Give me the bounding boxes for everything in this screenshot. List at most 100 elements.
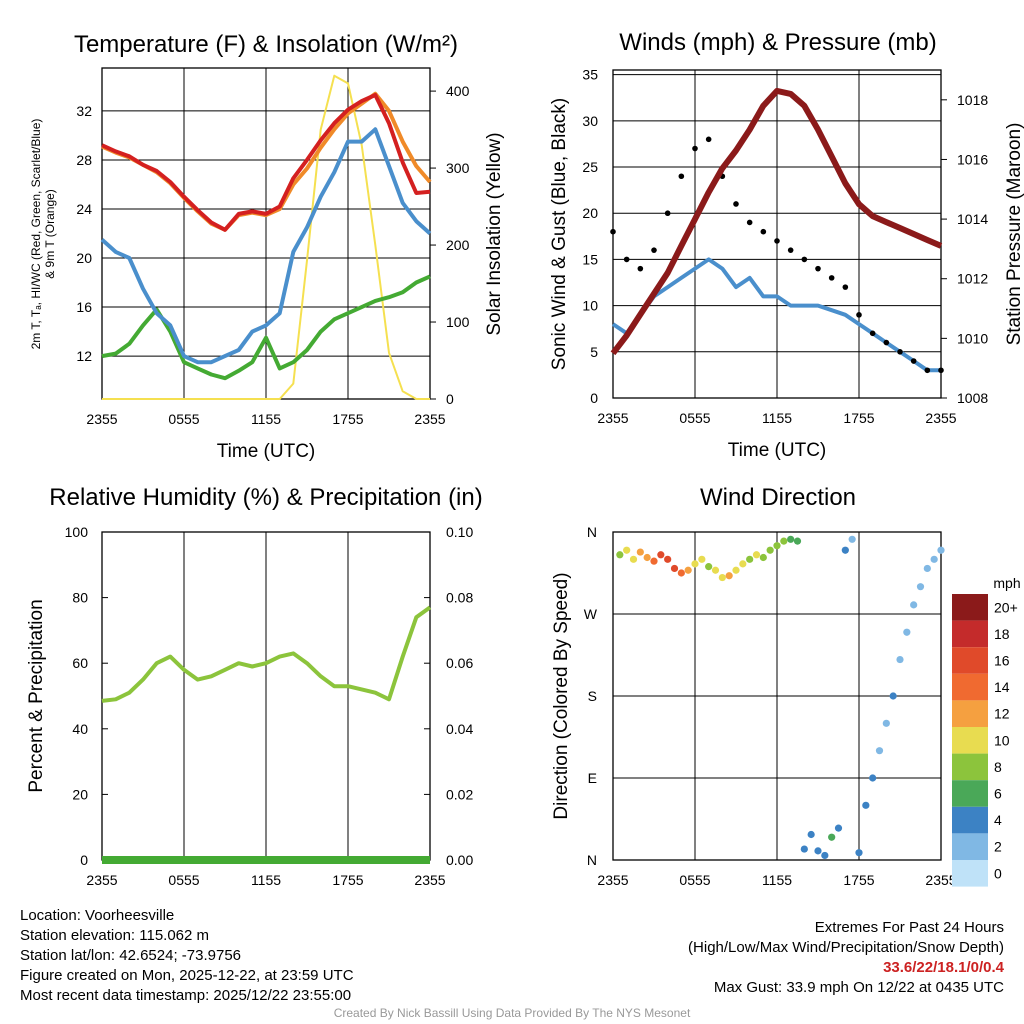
dir-point <box>896 655 904 664</box>
temp-xtick-label: 2355 <box>414 411 445 427</box>
wind-gust-point <box>910 358 917 364</box>
wind-y2tick-label: 1010 <box>957 330 988 346</box>
dir-point <box>766 546 774 554</box>
wind-xtick-label: 2355 <box>597 410 628 426</box>
recent-timestamp: Most recent data timestamp: 2025/12/22 2… <box>20 987 352 1004</box>
colorbar-swatch <box>952 780 988 807</box>
dir-point <box>930 555 938 563</box>
dir-point <box>698 555 706 563</box>
credit-line: Created By Nick Bassill Using Data Provi… <box>333 1006 691 1020</box>
temp-y2tick-label: 100 <box>446 314 470 330</box>
rh-y2tick-label: 0.10 <box>446 524 473 540</box>
temp-series-2m-temperature <box>101 93 431 232</box>
colorbar-swatch <box>952 594 988 621</box>
colorbar-label: 6 <box>994 786 1002 802</box>
dir-point <box>650 557 658 565</box>
temp-ylabel-line1: 2m T, Tₐ, HI/WC (Red, Green, Scarlet/Blu… <box>29 119 43 350</box>
colorbar-label: 2 <box>994 839 1002 855</box>
colorbar-label: 16 <box>994 653 1010 669</box>
wind-gust-point <box>692 145 698 152</box>
wind-gust-point <box>733 201 739 207</box>
dir-point <box>875 747 884 755</box>
colorbar-swatch <box>952 860 988 887</box>
wind-gust-point <box>897 349 903 355</box>
rh-y2tick-label: 0.06 <box>446 655 473 671</box>
colorbar-label: 8 <box>994 759 1002 775</box>
rh-ytick-label: 60 <box>72 655 88 671</box>
dir-point <box>629 555 638 563</box>
dir-point <box>807 830 815 839</box>
wind-series-pressure <box>610 87 943 356</box>
wind-gust-point <box>678 173 685 180</box>
dir-title: Wind Direction <box>700 484 856 511</box>
colorbar-label: 14 <box>994 679 1010 695</box>
dir-xtick-label: 0555 <box>679 872 710 888</box>
wind-ylabel: Sonic Wind & Gust (Blue, Black) <box>549 98 570 370</box>
temp-ylabel-line2: & 9m T (Orange) <box>43 189 57 279</box>
wind-gust-point <box>651 247 657 253</box>
wind-ytick-label: 5 <box>590 344 598 360</box>
wind-y2tick-label: 1012 <box>957 271 988 287</box>
dir-point <box>787 535 795 543</box>
dir-xtick-label: 2355 <box>925 872 956 888</box>
wind-ytick-label: 35 <box>582 67 598 83</box>
rh-y2tick-label: 0.04 <box>446 721 473 737</box>
dir-xtick-label: 2355 <box>597 872 628 888</box>
colorbar-swatch <box>952 806 988 834</box>
temp-ytick-label: 20 <box>76 250 92 266</box>
extremes-block: Extremes For Past 24 Hours (High/Low/Max… <box>688 918 1004 998</box>
extremes-subtitle: (High/Low/Max Wind/Precipitation/Snow De… <box>688 939 1004 956</box>
dir-ytick-label: S <box>588 688 597 704</box>
dir-point <box>752 551 761 559</box>
temp-xtick-label: 0555 <box>168 411 199 427</box>
wind-y2tick-label: 1016 <box>957 151 988 167</box>
wind-ytick-label: 15 <box>582 251 598 267</box>
dir-point <box>643 553 651 562</box>
rh-xtick-label: 2355 <box>414 872 445 888</box>
figure-created: Figure created on Mon, 2025-12-22, at 23… <box>20 967 354 984</box>
temp-series-solar-insolation <box>102 74 430 400</box>
rh-title: Relative Humidity (%) & Precipitation (i… <box>49 484 482 511</box>
wind-gust-point <box>610 228 616 235</box>
rh-ytick-label: 20 <box>72 786 88 802</box>
colorbar-swatch <box>952 753 988 781</box>
wind-gust-point <box>705 136 712 143</box>
rh-ytick-label: 0 <box>80 852 88 868</box>
dir-point <box>616 551 624 559</box>
wind-gust-point <box>924 367 931 374</box>
wind-gust-point <box>801 256 808 263</box>
temp-xtick-label: 1155 <box>251 411 281 427</box>
wind-xtick-label: 0555 <box>679 410 710 426</box>
wind-gust-point <box>869 330 876 337</box>
dir-point <box>869 774 877 782</box>
wind-gust-point <box>664 210 671 217</box>
wind-gust-point <box>787 247 794 253</box>
temp-y2label: Solar Insolation (Yellow) <box>484 132 505 335</box>
dir-point <box>657 551 665 559</box>
dir-point <box>718 573 726 582</box>
dir-point <box>834 824 843 832</box>
wind-panel: Winds (mph) & Pressure (mb) 2355 0555 1155 1… <box>549 29 1024 461</box>
wind-ytick-label: 25 <box>582 159 598 175</box>
wind-title: Winds (mph) & Pressure (mb) <box>619 29 936 56</box>
colorbar: mph 20+ 18 16 14 12 10 8 6 4 2 0 <box>952 575 1021 887</box>
dir-point <box>937 546 945 554</box>
dir-ytick-label: W <box>584 606 598 622</box>
dir-point <box>923 564 931 573</box>
colorbar-swatch <box>952 833 988 860</box>
rh-panel: Relative Humidity (%) & Precipitation (i… <box>26 484 483 888</box>
dir-point <box>711 566 720 574</box>
wind-gust-point <box>883 339 890 346</box>
rh-xtick-label: 1155 <box>251 872 281 888</box>
wind-gust-point <box>746 219 753 226</box>
dir-point <box>623 546 631 554</box>
dir-point <box>780 537 788 545</box>
colorbar-label: 10 <box>994 732 1010 748</box>
dir-point <box>670 564 679 573</box>
temp-xlabel: Time (UTC) <box>217 441 316 462</box>
colorbar-label: 12 <box>994 706 1010 722</box>
temp-ytick-label: 12 <box>76 348 92 364</box>
dir-point <box>725 572 733 580</box>
